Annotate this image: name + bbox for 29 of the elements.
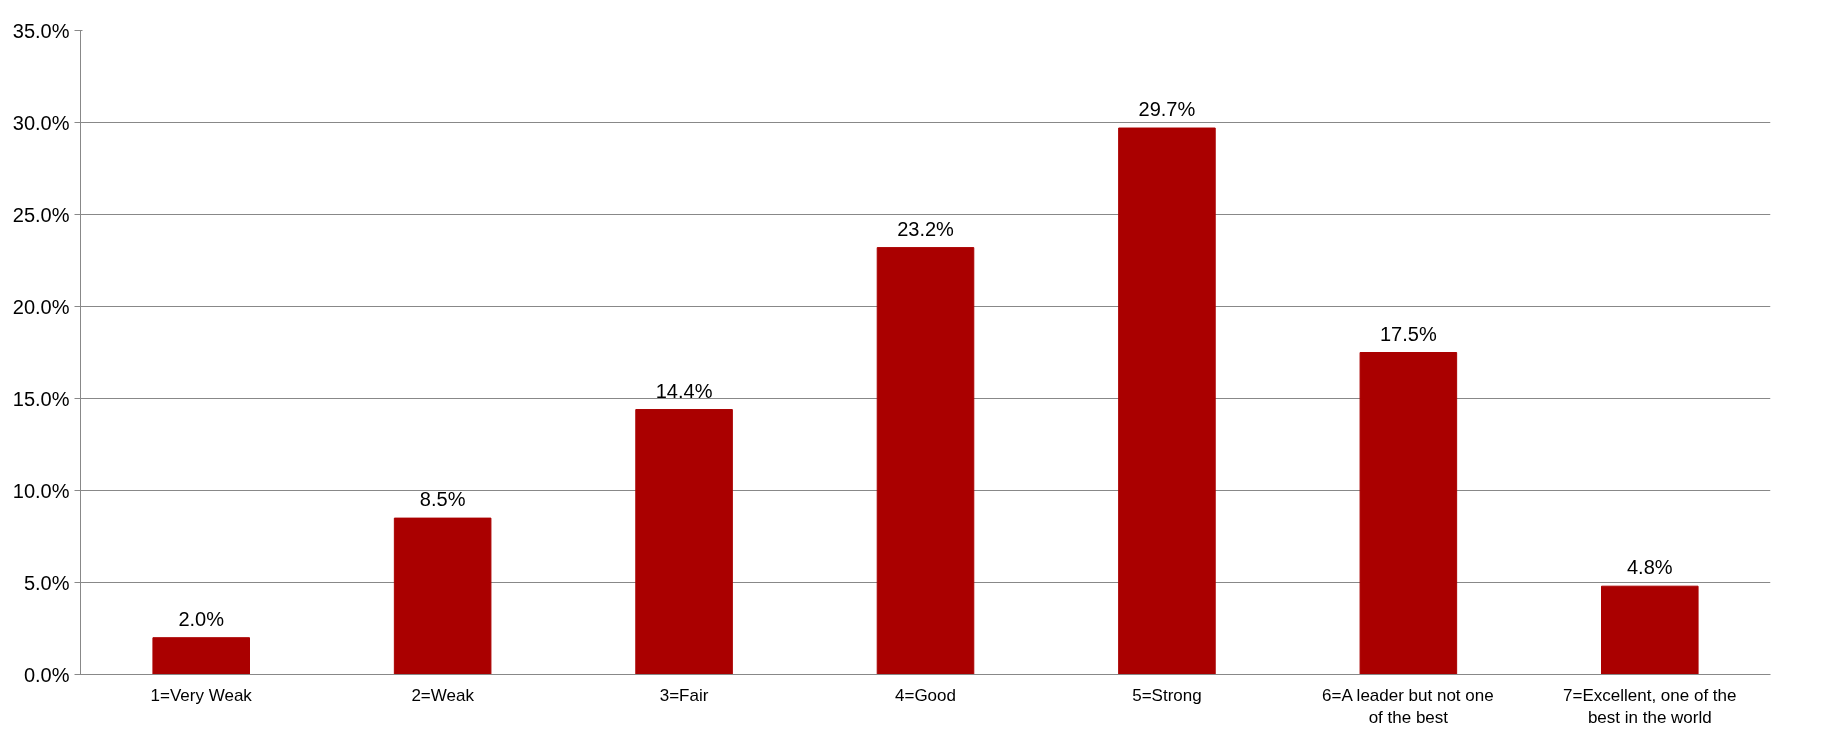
bar	[152, 637, 250, 675]
y-tick-label: 35.0%	[12, 19, 70, 42]
data-label: 8.5%	[419, 488, 466, 511]
y-tick-label: 10.0%	[12, 479, 70, 502]
y-tick-label: 25.0%	[12, 203, 70, 226]
data-label: 29.7%	[1138, 98, 1196, 121]
bar	[635, 409, 733, 675]
x-tick-label: 5=Strong	[1132, 685, 1202, 705]
bar	[393, 517, 492, 675]
x-tick-label: 7=Excellent, one of the best in the world	[1563, 685, 1737, 728]
x-tick-label: 4=Good	[895, 685, 956, 705]
data-label: 2.0%	[178, 607, 225, 630]
y-tick-label: 30.0%	[12, 111, 70, 134]
bar	[1601, 585, 1699, 675]
y-tick-label: 5.0%	[23, 571, 70, 594]
bar	[876, 247, 975, 675]
x-tick-label: 1=Very Weak	[150, 685, 253, 705]
data-label: 23.2%	[897, 217, 955, 240]
y-tick-label: 15.0%	[12, 387, 70, 410]
data-label: 14.4%	[655, 379, 713, 402]
data-label: 17.5%	[1380, 322, 1437, 345]
bar	[1359, 352, 1458, 675]
x-tick-label: 6=A leader but not one of the best	[1322, 685, 1494, 728]
x-tick-label: 2=Weak	[411, 685, 475, 705]
bar	[1118, 127, 1216, 675]
x-tick-label: 3=Fair	[659, 685, 709, 705]
y-tick-label: 20.0%	[12, 295, 70, 318]
y-tick-label: 0.0%	[23, 663, 70, 686]
data-label: 4.8%	[1626, 556, 1673, 579]
